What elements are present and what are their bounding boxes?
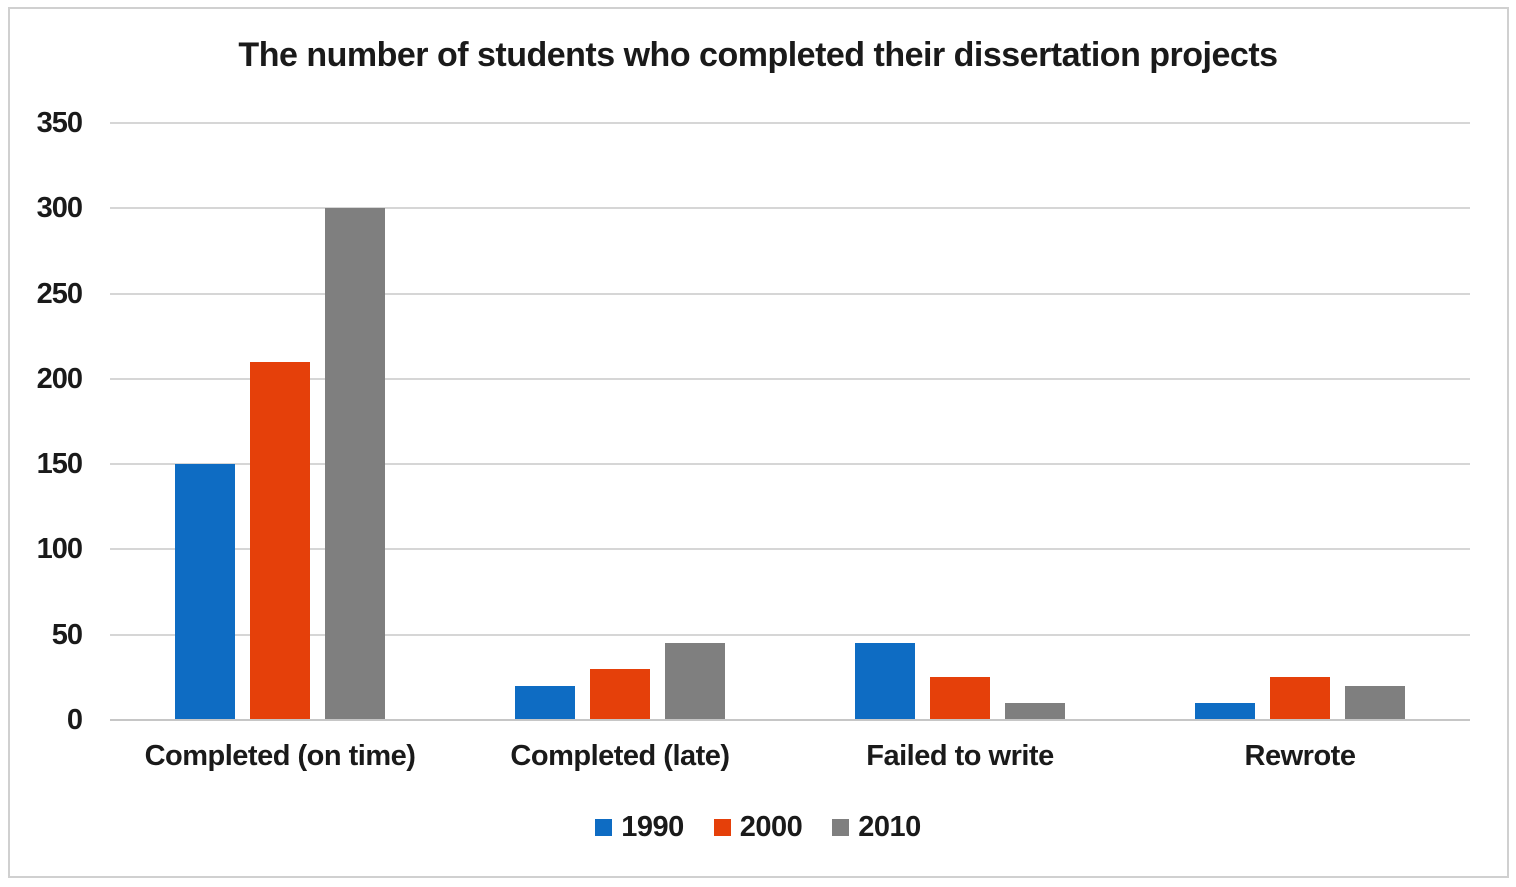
y-axis-tick-label: 100: [36, 533, 83, 566]
legend-item: 2010: [832, 811, 921, 844]
plot-area: [110, 122, 1470, 721]
y-axis-tick-label: 350: [36, 107, 83, 139]
y-axis-tick-label: 50: [51, 618, 83, 651]
gridline: [110, 719, 1470, 721]
legend-label: 2000: [739, 811, 803, 843]
gridline: [110, 377, 1470, 380]
gridline: [110, 548, 1470, 551]
y-axis-tick-label: 200: [36, 362, 83, 395]
bar: [325, 208, 385, 720]
bar: [250, 362, 310, 720]
bar: [1195, 703, 1255, 720]
y-axis-tick-label: 0: [66, 704, 83, 736]
bar: [1005, 703, 1065, 720]
gridline: [110, 122, 1470, 124]
gridline: [110, 292, 1470, 295]
bar: [590, 669, 650, 720]
category-label: Completed (on time): [144, 740, 416, 772]
legend-item: 2000: [713, 811, 803, 844]
gridline: [110, 207, 1470, 210]
gridline: [110, 633, 1470, 636]
y-axis-tick-label: 250: [36, 277, 83, 310]
legend-swatch: [832, 819, 850, 836]
bar: [175, 464, 235, 720]
y-axis-tick-label: 300: [36, 192, 83, 225]
bar: [1270, 677, 1330, 720]
gridline: [110, 463, 1470, 466]
category-label: Completed (late): [510, 740, 730, 772]
legend: 1990 2000 2010: [0, 811, 1516, 844]
legend-swatch: [595, 819, 613, 836]
bar: [515, 686, 575, 720]
category-label: Rewrote: [1244, 740, 1356, 772]
legend-item: 1990: [595, 811, 684, 844]
category-label: Failed to write: [866, 740, 1054, 772]
legend-label: 1990: [621, 811, 684, 843]
bar: [930, 677, 990, 720]
bar: [665, 643, 725, 720]
chart-title: The number of students who completed the…: [238, 36, 1278, 74]
bar: [855, 643, 915, 720]
y-axis-tick-label: 150: [36, 448, 83, 481]
legend-swatch: [713, 819, 731, 836]
bar: [1345, 686, 1405, 720]
legend-label: 2010: [858, 811, 921, 843]
